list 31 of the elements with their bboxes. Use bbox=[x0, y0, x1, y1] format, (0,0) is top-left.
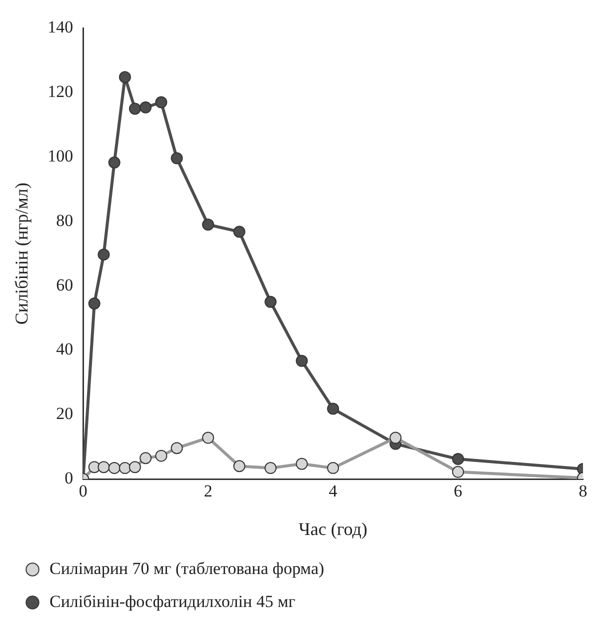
legend-label: Силімарин 70 мг (таблетована форма) bbox=[50, 558, 324, 578]
point bbox=[140, 101, 152, 114]
y-tick-label: 140 bbox=[48, 18, 74, 37]
x-axis-title: Час (год) bbox=[298, 518, 368, 539]
point bbox=[155, 96, 168, 108]
y-tick-label: 20 bbox=[56, 404, 74, 424]
point bbox=[88, 298, 100, 310]
legend-label: Силібінін-фосфатидилхолін 45 мг bbox=[50, 592, 296, 611]
y-tick-label: 0 bbox=[64, 468, 74, 488]
y-tick-label: 80 bbox=[56, 210, 74, 230]
point bbox=[296, 354, 308, 367]
point bbox=[128, 102, 141, 115]
x-tick-label: 2 bbox=[204, 482, 212, 501]
x-tick-label: 6 bbox=[454, 482, 462, 501]
point bbox=[98, 248, 110, 261]
x-tick-label: 4 bbox=[328, 482, 338, 501]
y-axis-title: Силібінін (нгр/мл) bbox=[12, 182, 32, 325]
point bbox=[233, 226, 246, 238]
point bbox=[202, 218, 214, 231]
point bbox=[108, 156, 120, 168]
y-tick-label: 100 bbox=[48, 146, 74, 166]
point bbox=[452, 453, 464, 466]
y-tick-label: 60 bbox=[56, 275, 74, 294]
y-tick-label: 120 bbox=[48, 82, 74, 102]
point bbox=[170, 152, 183, 164]
point bbox=[264, 296, 277, 308]
x-tick-label: 0 bbox=[78, 482, 88, 501]
y-tick-label: 40 bbox=[56, 340, 74, 359]
point bbox=[118, 71, 131, 84]
x-tick-label: 8 bbox=[578, 482, 588, 501]
point bbox=[327, 402, 340, 415]
